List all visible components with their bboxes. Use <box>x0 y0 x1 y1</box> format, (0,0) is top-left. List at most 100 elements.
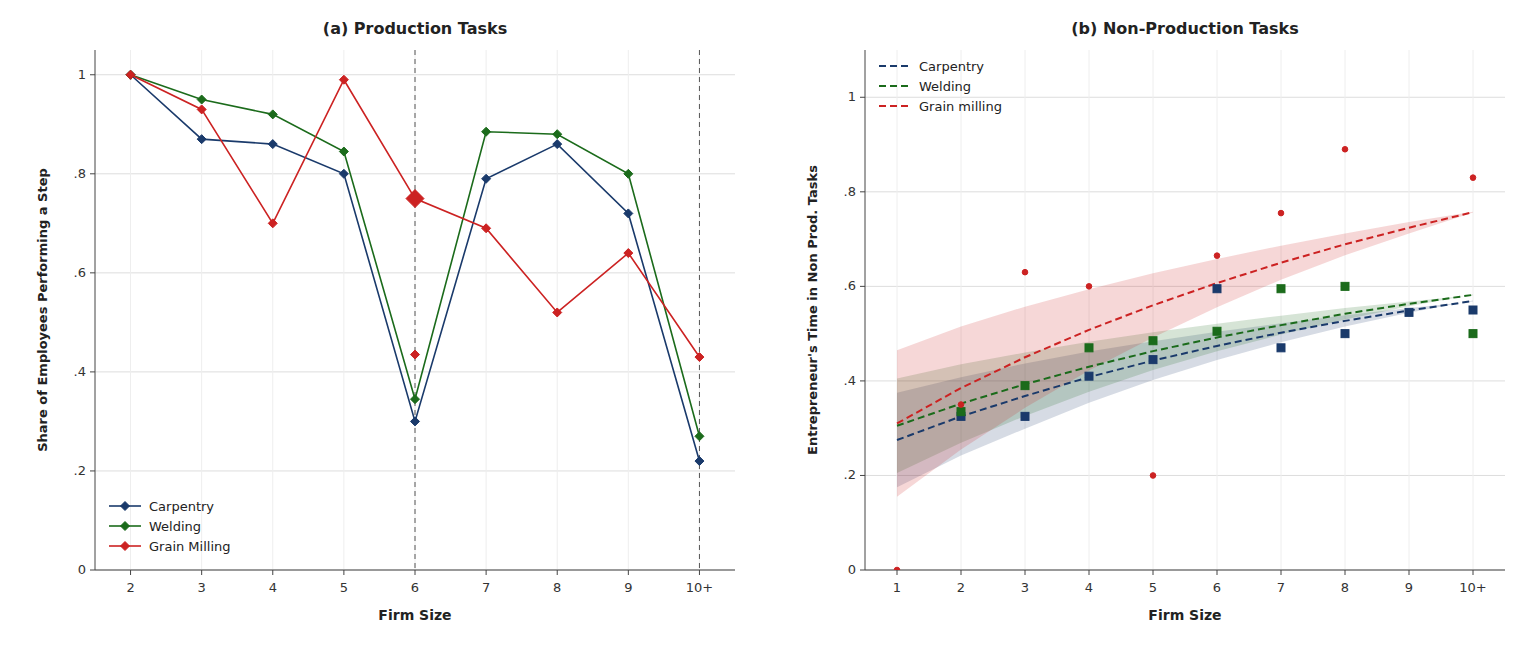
point <box>553 308 562 317</box>
tick-label-x: 3 <box>198 580 206 595</box>
legend-label: Welding <box>149 519 201 534</box>
point <box>339 75 348 84</box>
legend-swatch <box>879 85 911 87</box>
grid-line-x <box>343 50 344 570</box>
legend-swatch <box>879 105 911 107</box>
legend-label: Carpentry <box>919 59 984 74</box>
tick-y <box>90 470 95 471</box>
point <box>268 110 277 119</box>
legend: CarpentryWeldingGrain Milling <box>109 499 231 554</box>
tick-label-y: 0 <box>78 562 86 577</box>
series-line <box>897 212 1473 423</box>
point <box>894 567 900 570</box>
grid-line-x <box>201 50 202 570</box>
point <box>126 70 135 79</box>
tick-x <box>272 570 273 575</box>
point <box>958 402 964 408</box>
tick-label-y: 1 <box>78 67 86 82</box>
point <box>1341 330 1349 338</box>
tick-y <box>860 286 865 287</box>
tick-x <box>1473 570 1474 575</box>
tick-label-x: 7 <box>482 580 490 595</box>
tick-label-x: 2 <box>126 580 134 595</box>
tick-label-y: 0 <box>848 562 856 577</box>
point <box>1150 473 1156 479</box>
series-line <box>131 75 700 461</box>
tick-label-x: 6 <box>411 580 419 595</box>
point <box>482 224 491 233</box>
series-line <box>897 301 1473 440</box>
point <box>1213 327 1221 335</box>
point <box>695 457 704 466</box>
point <box>197 105 206 114</box>
series-line <box>131 75 700 357</box>
tick-label-y: .8 <box>844 184 856 199</box>
tick-x <box>1345 570 1346 575</box>
legend-marker <box>121 542 130 551</box>
grid-line-x <box>961 50 962 570</box>
point <box>1278 210 1284 216</box>
tick-x <box>201 570 202 575</box>
point <box>624 249 633 258</box>
panel: 0.2.4.6.812345678910+(a) Production Task… <box>35 19 735 623</box>
tick-label-x: 2 <box>957 580 965 595</box>
reference-line <box>699 50 700 570</box>
grid-line-x <box>699 50 700 570</box>
point <box>695 353 704 362</box>
tick-label-y: 1 <box>848 89 856 104</box>
grid-line-x <box>1281 50 1282 570</box>
tick-y <box>860 380 865 381</box>
legend-marker <box>121 522 130 531</box>
axis-y <box>95 50 96 570</box>
tick-y <box>860 475 865 476</box>
tick-x <box>343 570 344 575</box>
grid-line-x <box>628 50 629 570</box>
legend-label: Carpentry <box>149 499 214 514</box>
tick-x <box>961 570 962 575</box>
tick-label-y: .4 <box>844 373 856 388</box>
y-label: Entrepreneur's Time in Non Prod. Tasks <box>805 165 820 455</box>
point <box>553 130 562 139</box>
tick-label-y: .6 <box>74 265 86 280</box>
tick-label-x: 6 <box>1213 580 1221 595</box>
ci-band <box>897 212 1473 497</box>
plot-area <box>126 50 704 570</box>
figure: 0.2.4.6.812345678910+(a) Production Task… <box>0 0 1532 666</box>
title: (b) Non-Production Tasks <box>1071 19 1298 38</box>
point <box>957 408 965 416</box>
point <box>126 70 135 79</box>
tick-label-y: .2 <box>74 463 86 478</box>
axis-x <box>865 570 1505 571</box>
tick-x <box>1409 570 1410 575</box>
tick-x <box>1281 570 1282 575</box>
tick-x <box>486 570 487 575</box>
axis-y <box>865 50 866 570</box>
tick-label-x: 3 <box>1021 580 1029 595</box>
point <box>1086 284 1092 290</box>
plot-area <box>894 146 1477 570</box>
tick-y <box>860 97 865 98</box>
title: (a) Production Tasks <box>323 19 507 38</box>
legend-label: Welding <box>919 79 971 94</box>
point <box>268 219 277 228</box>
point <box>339 147 348 156</box>
legend-swatch <box>879 65 911 67</box>
tick-x <box>1217 570 1218 575</box>
point <box>339 169 348 178</box>
grid-line-x <box>130 50 131 570</box>
point <box>482 127 491 136</box>
point <box>1277 285 1285 293</box>
point <box>1470 175 1476 181</box>
x-label: Firm Size <box>378 607 451 623</box>
point <box>1277 344 1285 352</box>
tick-x <box>699 570 700 575</box>
x-label: Firm Size <box>1148 607 1221 623</box>
tick-x <box>628 570 629 575</box>
reference-line <box>415 50 416 570</box>
tick-label-x: 10+ <box>686 580 713 595</box>
tick-x <box>130 570 131 575</box>
tick-y <box>860 570 865 571</box>
tick-label-x: 8 <box>1341 580 1349 595</box>
tick-label-x: 1 <box>893 580 901 595</box>
point <box>406 190 424 208</box>
